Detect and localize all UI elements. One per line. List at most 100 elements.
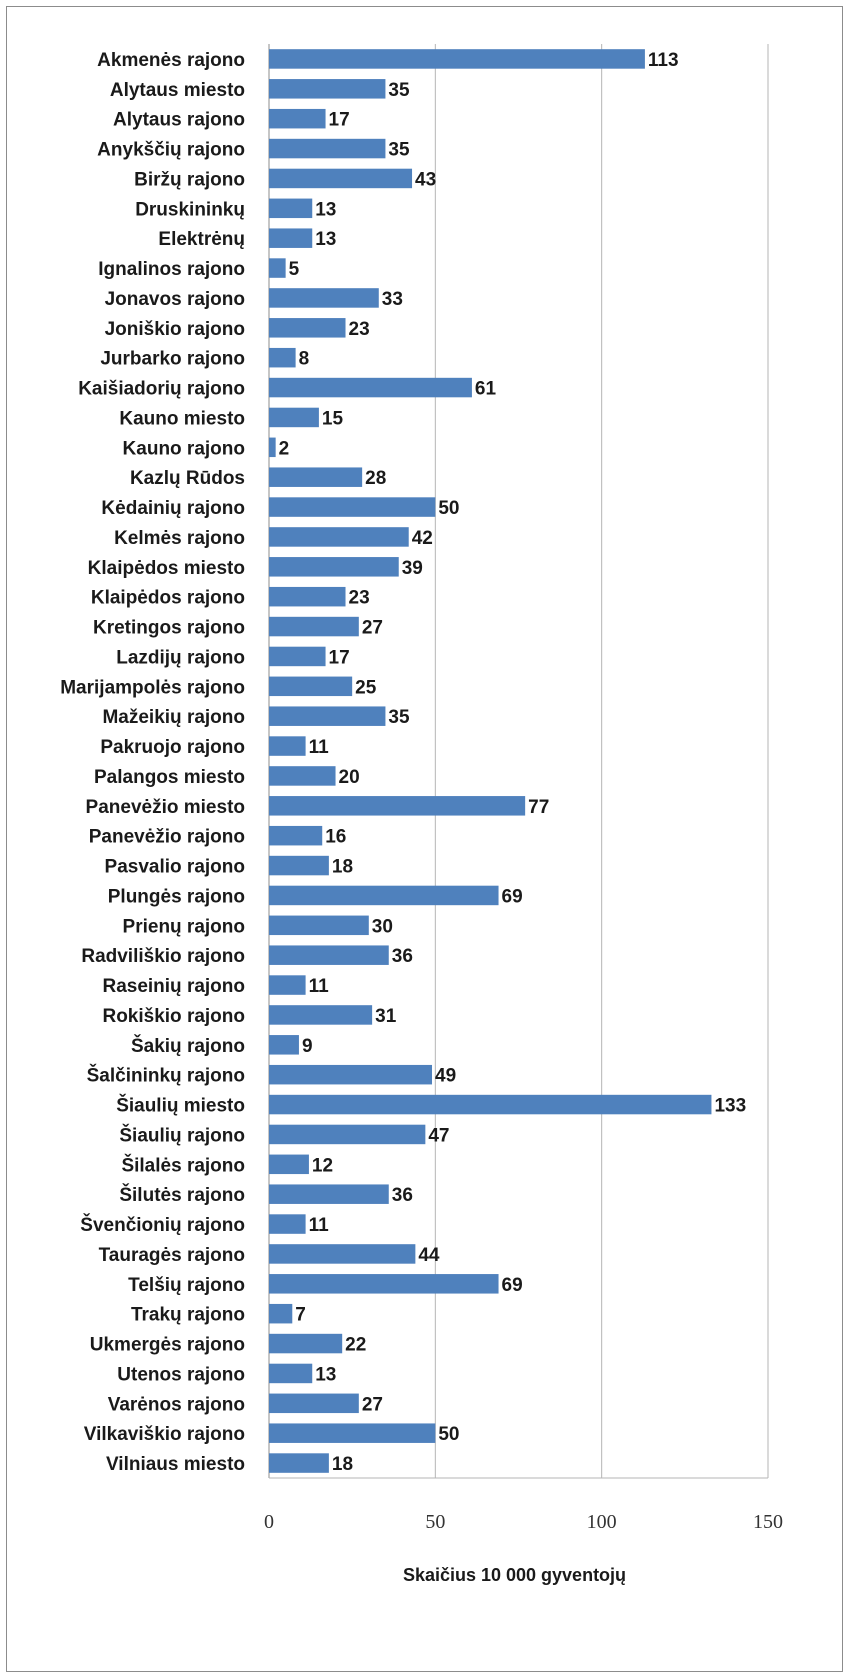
bar [269,706,385,726]
category-label: Alytaus rajono [113,110,245,131]
x-tick-label: 0 [264,1511,274,1533]
bar [269,647,326,667]
bar [269,886,499,906]
category-label: Šalčininkų rajono [87,1065,245,1087]
bar [269,1065,432,1085]
data-label: 39 [402,558,423,579]
data-label: 49 [435,1066,456,1087]
category-labels: Akmenės rajono Alytaus miesto Alytaus rajo… [60,50,245,1475]
category-label: Kauno miesto [119,408,245,429]
data-label: 35 [388,707,410,728]
bar [269,1364,312,1384]
data-label: 36 [392,1185,413,1206]
x-tick-label: 150 [753,1511,783,1533]
data-label: 9 [302,1036,313,1057]
bar [269,408,319,428]
data-label: 31 [375,1006,397,1027]
bar [269,467,362,487]
category-label: Anykščių rajono [97,140,245,161]
data-label: 18 [332,1454,353,1475]
data-label: 33 [382,289,403,310]
category-label: Prienų rajono [123,916,245,937]
category-label: Panevėžio miesto [86,797,245,818]
x-tick-labels: 0 50 100 150 [264,1511,783,1533]
category-label: Šakių rajono [131,1035,245,1057]
bar [269,677,352,697]
bar [269,1334,342,1354]
data-label: 28 [365,468,386,489]
category-label: Plungės rajono [108,886,245,907]
data-label: 11 [309,737,330,758]
data-label: 69 [502,1275,523,1296]
bar [269,1453,329,1473]
bar [269,617,359,637]
data-label: 15 [322,408,344,429]
category-label: Šilalės rajono [121,1154,245,1176]
x-tick-label: 100 [587,1511,617,1533]
data-label: 47 [428,1125,449,1146]
data-label: 42 [412,528,433,549]
bar [269,228,312,248]
data-label: 61 [475,379,497,400]
data-label: 30 [372,916,393,937]
category-label: Palangos miesto [94,767,245,788]
data-label: 18 [332,857,353,878]
bar [269,139,385,159]
bar [269,1244,415,1264]
data-label: 13 [315,1364,336,1385]
bar [269,1125,425,1145]
category-label: Radviliškio rajono [81,946,245,967]
bar [269,288,379,308]
data-label: 11 [309,1215,330,1236]
bar [269,916,369,936]
bar [269,348,296,368]
data-label: 77 [528,797,549,818]
category-label: Kretingos rajono [93,618,245,639]
category-label: Alytaus miesto [110,80,245,101]
data-label: 25 [355,677,377,698]
category-label: Kelmės rajono [114,528,245,549]
bar [269,736,306,756]
data-label: 13 [315,199,336,220]
bar [269,258,286,278]
data-label: 22 [345,1335,366,1356]
bar [269,796,525,816]
data-label: 8 [299,349,310,370]
category-label: Akmenės rajono [97,50,245,71]
category-label: Kėdainių rajono [101,498,245,519]
data-label: 133 [714,1096,746,1117]
data-label: 69 [502,886,523,907]
data-label: 20 [339,767,360,788]
bar [269,438,276,458]
bar [269,856,329,876]
category-label: Kauno rajono [123,438,245,459]
bar [269,318,346,338]
category-label: Šiaulių rajono [119,1124,245,1146]
category-label: Kazlų Rūdos [130,468,245,489]
data-label: 113 [648,50,679,71]
data-label: 35 [388,140,410,161]
bar [269,378,472,398]
category-label: Panevėžio rajono [89,827,245,848]
data-label: 17 [329,110,350,131]
category-label: Druskininkų [135,199,245,220]
data-label: 27 [362,618,383,639]
data-label: 50 [438,498,459,519]
data-label: 50 [438,1424,459,1445]
category-label: Joniškio rajono [105,319,245,340]
x-axis-title: Skaičius 10 000 gyventojų [403,1565,626,1585]
bar [269,199,312,219]
category-label: Telšių rajono [128,1275,245,1296]
data-label: 13 [315,229,336,250]
category-label: Raseinių rajono [102,976,245,997]
bar [269,945,389,965]
bar [269,1394,359,1414]
bar [269,1005,372,1025]
data-label: 11 [309,976,330,997]
bar [269,766,336,786]
category-label: Rokiškio rajono [102,1006,245,1027]
bar [269,1274,499,1294]
data-label: 7 [295,1305,306,1326]
category-label: Jonavos rajono [105,289,245,310]
